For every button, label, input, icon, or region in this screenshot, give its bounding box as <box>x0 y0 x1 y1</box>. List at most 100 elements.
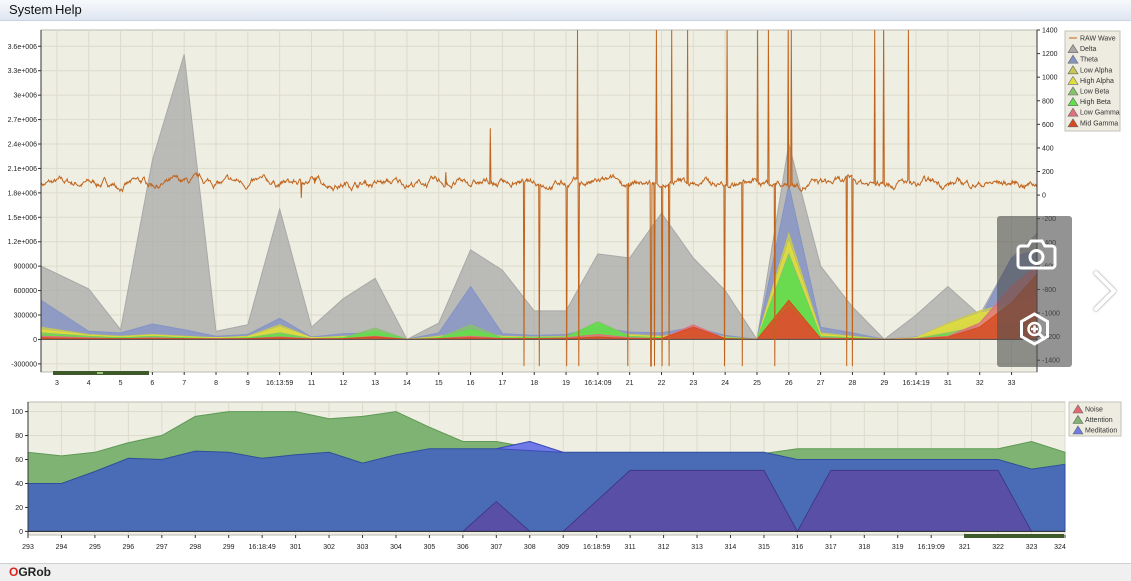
menu-bar: System Help <box>0 0 1131 21</box>
x-tick-label: 316 <box>792 544 804 551</box>
legend-entry: Delta <box>1080 46 1096 53</box>
y-tick-label: 3.3e+006 <box>8 68 37 75</box>
x-tick-label: 314 <box>725 544 737 551</box>
x-tick-label: 16:19:09 <box>918 544 945 551</box>
x-tick-label: 302 <box>323 544 335 551</box>
legend-entry: Meditation <box>1085 428 1117 435</box>
x-tick-label: 13 <box>371 380 379 387</box>
chart1-legend: RAW Wave Delta Theta Low Alpha High Alpha Low… <box>1064 30 1121 132</box>
x-tick-label: 313 <box>691 544 703 551</box>
x-tick-label: 311 <box>625 544 636 551</box>
y-tick-label: 3.6e+006 <box>8 44 37 51</box>
x-tick-label: 16:18:49 <box>249 544 276 551</box>
y-right-tick-label: 200 <box>1042 169 1054 176</box>
x-tick-label: 322 <box>992 544 1004 551</box>
x-tick-label: 32 <box>976 380 984 387</box>
x-tick-label: 318 <box>858 544 870 551</box>
x-tick-label: 21 <box>626 380 634 387</box>
y-tick-label: 2.7e+006 <box>8 117 37 124</box>
legend-entry: Attention <box>1085 417 1113 424</box>
chart2-scrollbar[interactable] <box>964 534 1064 538</box>
x-tick-label: 33 <box>1008 380 1016 387</box>
legend-entry: Low Alpha <box>1080 67 1112 74</box>
x-tick-label: 28 <box>849 380 857 387</box>
y-tick-label: 80 <box>15 433 23 440</box>
attention-chart: 100 80 60 40 20 0 293 294 295 296 297 298 299 16:18:… <box>0 396 1131 556</box>
x-tick-label: 16:18:59 <box>583 544 610 551</box>
x-tick-label: 16:14:09 <box>584 380 611 387</box>
y-tick-label: 2.4e+006 <box>8 142 37 149</box>
y-tick-label: 40 <box>15 481 23 488</box>
x-tick-label: 301 <box>290 544 302 551</box>
y-right-tick-label: 600 <box>1042 122 1054 129</box>
legend-entry: Low Beta <box>1080 89 1109 96</box>
x-tick-label: 25 <box>753 380 761 387</box>
x-tick-label: 5 <box>119 380 123 387</box>
x-tick-label: 24 <box>721 380 729 387</box>
x-tick-label: 29 <box>880 380 888 387</box>
legend-entry: Theta <box>1080 57 1098 64</box>
chart2-x-axis: 293 294 295 296 297 298 299 16:18:49 301 302 303 30… <box>22 535 1066 551</box>
x-tick-label: 309 <box>557 544 569 551</box>
x-tick-label: 6 <box>150 380 154 387</box>
x-tick-label: 18 <box>530 380 538 387</box>
legend-entry: High Beta <box>1080 99 1111 106</box>
chevron-right-icon[interactable] <box>1084 265 1124 317</box>
x-tick-label: 11 <box>308 380 315 387</box>
x-tick-label: 296 <box>123 544 135 551</box>
y-right-tick-label: 1200 <box>1042 51 1058 58</box>
x-tick-label: 321 <box>959 544 971 551</box>
y-tick-label: 900000 <box>14 264 37 271</box>
y-tick-label: 1.5e+006 <box>8 215 37 222</box>
x-tick-label: 4 <box>87 380 91 387</box>
x-tick-label: 19 <box>562 380 570 387</box>
x-tick-label: 306 <box>457 544 469 551</box>
brainwave-chart: 3.6e+006 3.3e+006 3e+006 2.7e+006 2.4e+006 2.… <box>0 26 1131 394</box>
x-tick-label: 304 <box>390 544 402 551</box>
x-tick-label: 3 <box>55 380 59 387</box>
y-tick-label: 100 <box>11 409 23 416</box>
x-tick-label: 324 <box>1054 544 1066 551</box>
camera-icon[interactable] <box>1007 226 1062 281</box>
y-tick-label: 60 <box>15 457 23 464</box>
x-tick-label: 312 <box>658 544 670 551</box>
y-tick-label: 0 <box>33 337 37 344</box>
chart2-areas <box>27 411 1066 532</box>
legend-entry: Low Gamma <box>1080 110 1120 117</box>
y-right-tick-label: 800 <box>1042 98 1054 105</box>
y-tick-label: -300000 <box>11 361 37 368</box>
chart1-scroll-thumb[interactable] <box>97 372 103 374</box>
zoom-in-icon[interactable] <box>1007 302 1062 357</box>
y-right-tick-label: 1400 <box>1042 28 1058 35</box>
y-tick-label: 3e+006 <box>13 93 37 100</box>
x-tick-label: 315 <box>758 544 770 551</box>
chart1-raw-wave <box>40 29 1038 367</box>
area-mid-gamma <box>40 272 1038 340</box>
x-tick-label: 15 <box>435 380 443 387</box>
x-tick-label: 307 <box>490 544 502 551</box>
x-tick-label: 17 <box>499 380 507 387</box>
y-tick-label: 2.1e+006 <box>8 166 37 173</box>
chart1-x-axis: 3 4 5 6 7 8 9 16:13:59 11 12 13 14 15 16 17 18 19 16:14:0… <box>55 372 1016 387</box>
legend-entry: Mid Gamma <box>1080 120 1118 127</box>
y-right-tick-label: 0 <box>1042 193 1046 200</box>
raw-wave-line <box>40 29 1038 367</box>
x-tick-label: 303 <box>357 544 369 551</box>
x-tick-label: 27 <box>817 380 825 387</box>
menu-help[interactable]: Help <box>55 2 82 17</box>
app-logo: OGRob <box>9 565 52 579</box>
menu-system[interactable]: System <box>9 2 53 17</box>
chart2-y-axis: 100 80 60 40 20 0 <box>11 402 29 536</box>
y-tick-label: 300000 <box>14 313 37 320</box>
x-tick-label: 12 <box>339 380 347 387</box>
x-tick-label: 317 <box>825 544 837 551</box>
chart2-legend: Noise Attention Meditation <box>1068 401 1122 437</box>
x-tick-label: 299 <box>223 544 235 551</box>
y-right-tick-label: 400 <box>1042 145 1054 152</box>
x-tick-label: 23 <box>689 380 697 387</box>
x-tick-label: 16:14:19 <box>902 380 929 387</box>
overlay-panel <box>997 216 1072 367</box>
x-tick-label: 7 <box>182 380 186 387</box>
legend-entry: Noise <box>1085 407 1103 414</box>
x-tick-label: 294 <box>56 544 68 551</box>
